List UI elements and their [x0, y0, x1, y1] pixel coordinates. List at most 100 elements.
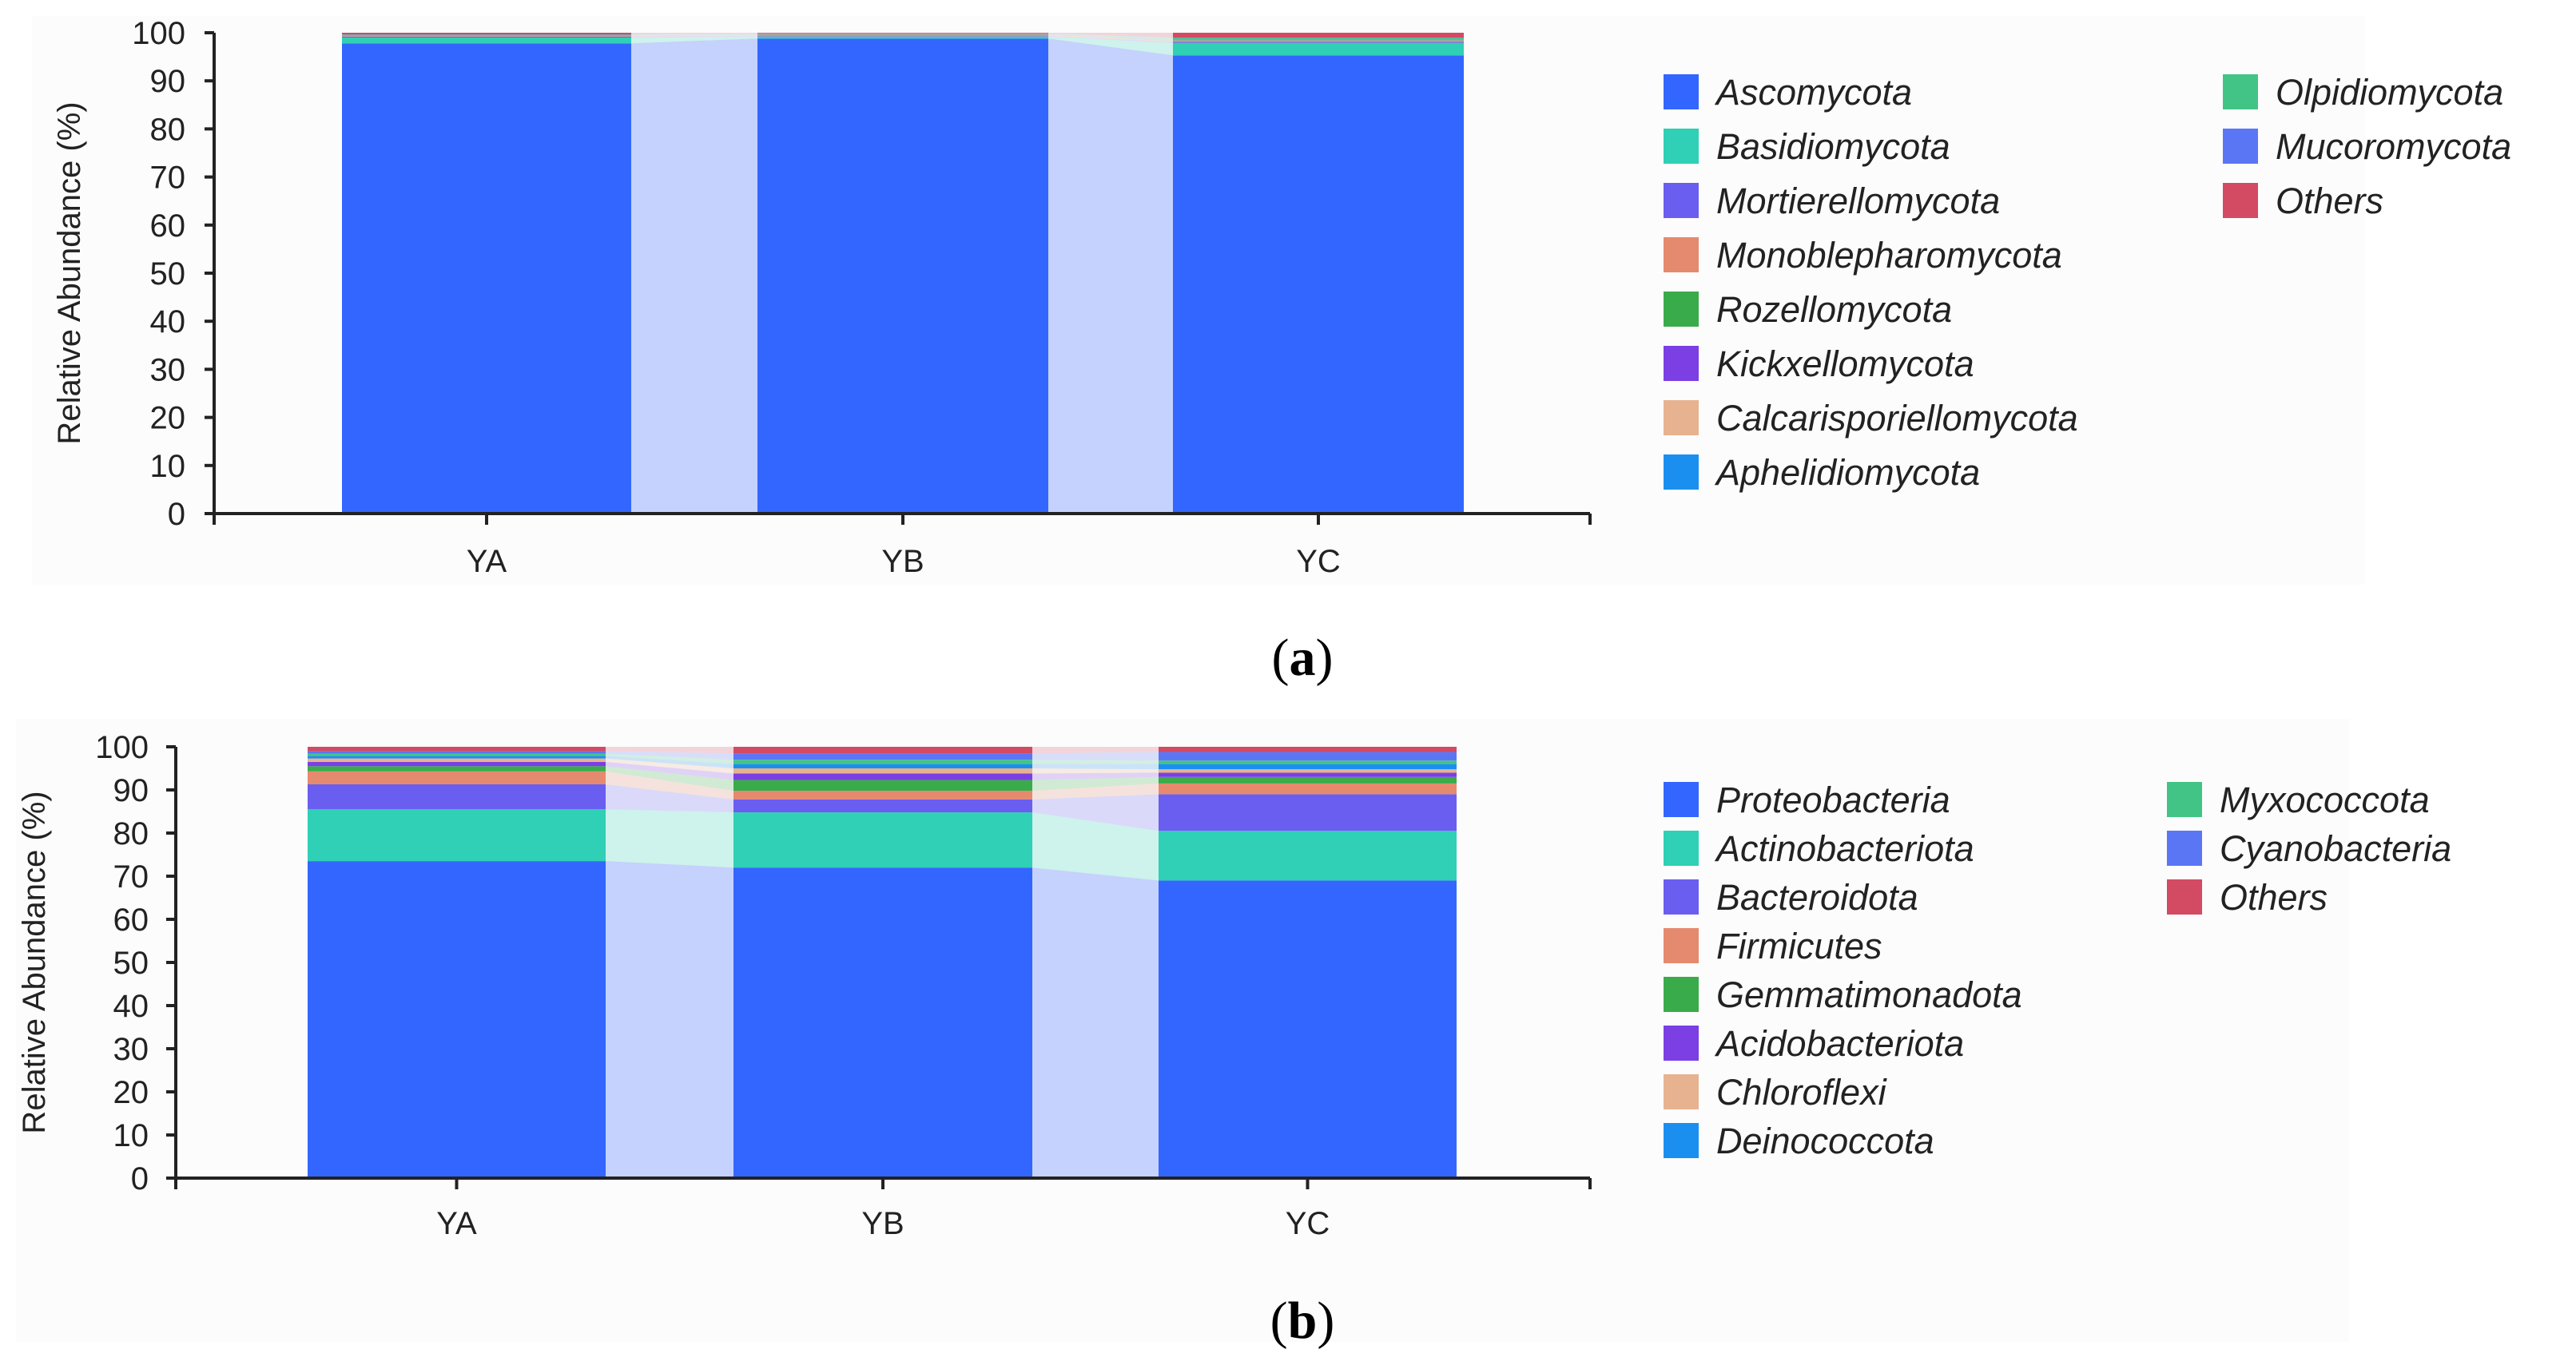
chart-panel-b: 0 10 20 30 40 50 60 70 80 90 100 Relative Abundance…	[16, 719, 2451, 1342]
y-tick-label-70: 70	[150, 161, 186, 196]
bar-segment-yc-rozellomycota	[1173, 40, 1464, 42]
bar-segment-yb-basidiomycota	[757, 36, 1048, 39]
bar-segment-yb-mortierellomycota	[757, 36, 1048, 37]
bar-segment-ya-mortierellomycota	[342, 36, 631, 38]
connector-band-aphelidiomycota	[631, 34, 757, 36]
bar-segment-yb-monoblepharomycota	[757, 34, 1048, 37]
caption-b: (b)	[1270, 1292, 1335, 1350]
bar-segment-yb-actinobacteriota	[733, 812, 1032, 868]
bar-segment-yb-bacteroidota	[733, 799, 1032, 813]
legend-swatch-myxococcota	[2167, 782, 2202, 817]
legend-label-acidobacteriota: Acidobacteriota	[1714, 1023, 1964, 1064]
legend-label-cyanobacteria: Cyanobacteria	[2220, 828, 2451, 869]
y-tick-label-90: 90	[150, 64, 186, 99]
legend-swatch-olpidiomycota	[2223, 74, 2258, 109]
bar-segment-ya-basidiomycota	[342, 38, 631, 44]
connector-band-rozellomycota	[1048, 34, 1173, 42]
connector-band-cyanobacteria	[1032, 752, 1159, 761]
bar-segment-ya-myxococcota	[308, 753, 606, 756]
legend-label-monoblepharomycota: Monoblepharomycota	[1716, 235, 2062, 276]
connector-band-calcarisporiellomycota	[631, 34, 757, 36]
bar-segment-yb-others	[757, 33, 1048, 34]
bar-segment-yc-olpidiomycota	[1173, 38, 1464, 40]
legend-label-kickxellomycota: Kickxellomycota	[1716, 343, 1974, 384]
bar-segment-yc-cyanobacteria	[1159, 752, 1457, 761]
connector-band-basidiomycota	[631, 36, 757, 44]
connector-yb-yc-b	[1032, 747, 1159, 1178]
connector-band-others	[1048, 33, 1173, 38]
connector-band-actinobacteriota	[1032, 812, 1159, 881]
legend-label-mucoromycota: Mucoromycota	[2276, 126, 2511, 167]
connector-band-acidobacteriota	[606, 761, 733, 780]
connector-band-calcarisporiellomycota	[1048, 34, 1173, 41]
y-tick-label-10: 10	[113, 1118, 149, 1153]
legend-label-firmicutes: Firmicutes	[1716, 926, 1882, 966]
connector-band-mortierellomycota	[1048, 36, 1173, 43]
legend-swatch-actinobacteriota	[1664, 831, 1699, 866]
legend-label-gemmatimonadota: Gemmatimonadota	[1716, 974, 2022, 1015]
connector-band-mucoromycota	[1048, 33, 1173, 38]
bar-yb-a	[757, 33, 1048, 514]
bar-segment-yb-proteobacteria	[733, 867, 1032, 1178]
bar-segment-yc-proteobacteria	[1159, 880, 1457, 1178]
bar-segment-yb-acidobacteriota	[733, 773, 1032, 780]
legend-label-deinococcota: Deinococcota	[1716, 1121, 1934, 1161]
legend-label-myxococcota: Myxococcota	[2220, 780, 2430, 820]
y-tick-label-60: 60	[113, 903, 149, 938]
bar-yc-b	[1159, 747, 1457, 1178]
bar-ya-a	[342, 33, 631, 514]
legend-a: Ascomycota Basidiomycota Mortierellomycota…	[1664, 72, 2511, 493]
y-tick-label-30: 30	[150, 352, 186, 387]
legend-label-others: Others	[2276, 181, 2383, 221]
bar-segment-ya-others	[342, 33, 631, 35]
y-tick-label-30: 30	[113, 1032, 149, 1067]
connector-band-mucoromycota	[631, 33, 757, 35]
legend-swatch-firmicutes	[1664, 928, 1699, 963]
connector-ya-yb-a	[631, 33, 757, 514]
legend-swatch-gemmatimonadota	[1664, 977, 1699, 1012]
connector-yb-yc-a	[1048, 33, 1173, 514]
connector-band-myxococcota	[1032, 760, 1159, 764]
bar-yc-a	[1173, 33, 1464, 514]
y-axis-title-a: Relative Abundance (%)	[52, 101, 87, 444]
bar-segment-yb-firmicutes	[733, 791, 1032, 800]
y-tick-label-20: 20	[150, 401, 186, 436]
legend-swatch-kickxellomycota	[1664, 346, 1699, 381]
bar-segment-yc-deinococcota	[1159, 764, 1457, 770]
x-tick-label-yc: YC	[1296, 544, 1341, 579]
bar-segment-yc-basidiomycota	[1173, 42, 1464, 56]
connector-band-ascomycota	[631, 38, 757, 514]
y-tick-label-80: 80	[113, 816, 149, 851]
connector-band-proteobacteria	[606, 861, 733, 1178]
bar-segment-yc-chloroflexi	[1159, 769, 1457, 773]
connector-band-bacteroidota	[606, 784, 733, 813]
bar-segment-ya-firmicutes	[308, 771, 606, 784]
connector-band-rozellomycota	[631, 34, 757, 37]
bar-segment-yc-firmicutes	[1159, 783, 1457, 795]
y-tick-label-100: 100	[95, 730, 149, 765]
connector-band-chloroflexi	[1032, 768, 1159, 774]
connector-band-gemmatimonadota	[1032, 776, 1159, 792]
legend-label-rozellomycota: Rozellomycota	[1716, 289, 1952, 330]
x-tick-label-yb: YB	[861, 1206, 904, 1241]
bar-segment-yc-actinobacteriota	[1159, 831, 1457, 881]
bar-segment-ya-cyanobacteria	[308, 751, 606, 754]
connector-ya-yb-b	[606, 747, 733, 1178]
legend-swatch-rozellomycota	[1664, 292, 1699, 327]
legend-label-others: Others	[2220, 877, 2328, 918]
x-tick-label-ya: YA	[436, 1206, 477, 1241]
legend-swatch-ascomycota	[1664, 74, 1699, 109]
bar-segment-yb-deinococcota	[733, 764, 1032, 768]
connector-band-firmicutes	[1032, 783, 1159, 800]
legend-swatch-basidiomycota	[1664, 129, 1699, 164]
y-tick-label-0: 0	[131, 1161, 149, 1196]
connector-band-ascomycota	[1048, 38, 1173, 514]
legend-swatch-others	[2167, 879, 2202, 915]
bar-segment-ya-actinobacteriota	[308, 809, 606, 862]
bar-segment-ya-deinococcota	[308, 756, 606, 759]
bar-segment-yc-others	[1173, 33, 1464, 38]
legend-swatch-proteobacteria	[1664, 782, 1699, 817]
bar-segment-yc-others	[1159, 747, 1457, 752]
legend-swatch-others	[2223, 183, 2258, 218]
y-tick-label-90: 90	[113, 773, 149, 808]
